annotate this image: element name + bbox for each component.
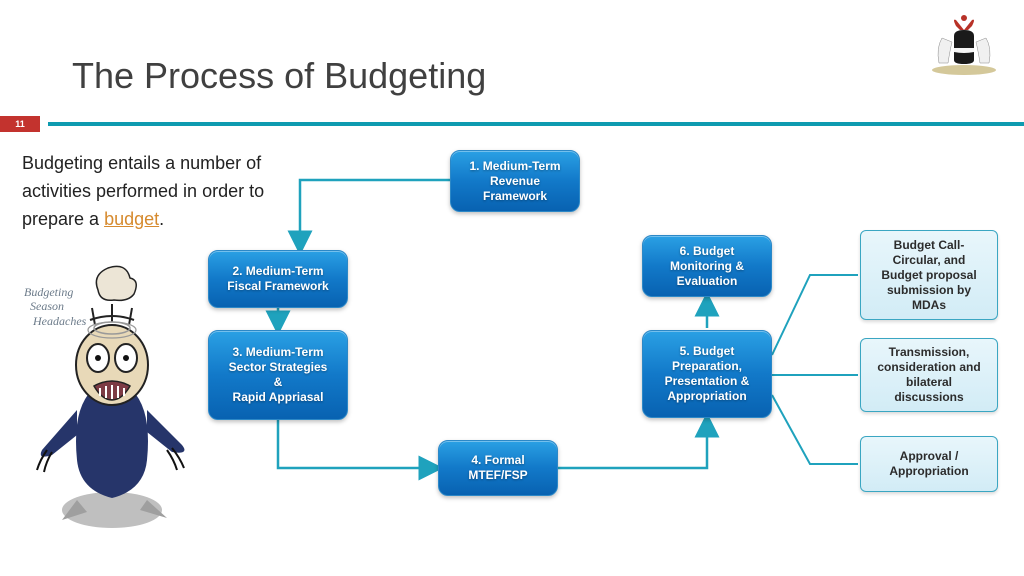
- divider: 11: [0, 112, 1024, 136]
- node-s3: Approval /Appropriation: [860, 436, 998, 492]
- node-s1: Budget Call-Circular, andBudget proposal…: [860, 230, 998, 320]
- node-n3: 3. Medium-TermSector Strategies&Rapid Ap…: [208, 330, 348, 420]
- coat-of-arms-icon: [924, 8, 1004, 78]
- process-diagram: 1. Medium-TermRevenueFramework 2. Medium-…: [170, 140, 1010, 560]
- node-n2: 2. Medium-TermFiscal Framework: [208, 250, 348, 308]
- node-s2: Transmission,consideration andbilaterald…: [860, 338, 998, 412]
- intro-text-post: .: [159, 209, 164, 229]
- budget-link[interactable]: budget: [104, 209, 159, 229]
- node-n4: 4. FormalMTEF/FSP: [438, 440, 558, 496]
- slide-title: The Process of Budgeting: [72, 55, 486, 97]
- node-n6: 6. BudgetMonitoring &Evaluation: [642, 235, 772, 297]
- node-n1: 1. Medium-TermRevenueFramework: [450, 150, 580, 212]
- node-n5: 5. BudgetPreparation,Presentation &Appro…: [642, 330, 772, 418]
- headache-cartoon-icon: [22, 260, 192, 540]
- page-number: 11: [0, 116, 40, 132]
